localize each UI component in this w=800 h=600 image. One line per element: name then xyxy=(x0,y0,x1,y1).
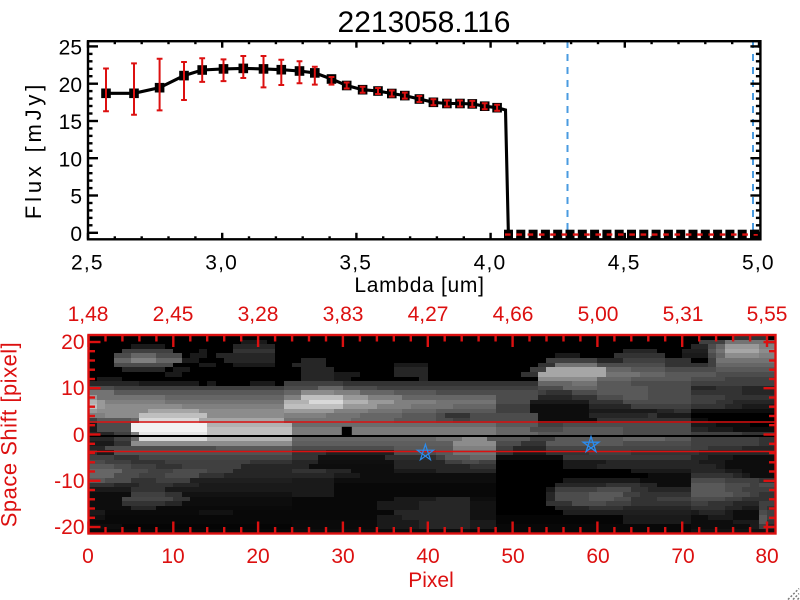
svg-text:-10: -10 xyxy=(54,470,84,493)
svg-text:1,48: 1,48 xyxy=(68,303,109,326)
svg-text:40: 40 xyxy=(416,545,439,568)
svg-text:Lambda [um]: Lambda [um] xyxy=(354,274,484,297)
svg-text:3,0: 3,0 xyxy=(205,252,238,275)
svg-text:0: 0 xyxy=(73,424,85,447)
svg-text:20: 20 xyxy=(61,331,84,354)
svg-text:60: 60 xyxy=(586,545,609,568)
svg-text:80: 80 xyxy=(755,545,778,568)
svg-text:70: 70 xyxy=(671,545,694,568)
svg-text:10: 10 xyxy=(59,149,82,172)
svg-text:10: 10 xyxy=(161,545,184,568)
svg-text:3,28: 3,28 xyxy=(238,303,279,326)
svg-text:4,27: 4,27 xyxy=(408,303,449,326)
svg-text:3,83: 3,83 xyxy=(323,303,364,326)
svg-text:5: 5 xyxy=(70,186,82,209)
svg-text:0: 0 xyxy=(82,545,94,568)
svg-text:4,5: 4,5 xyxy=(608,252,641,275)
svg-text:4,66: 4,66 xyxy=(493,303,534,326)
svg-text:5,00: 5,00 xyxy=(578,303,619,326)
svg-text:2,45: 2,45 xyxy=(153,303,194,326)
svg-text:50: 50 xyxy=(501,545,524,568)
svg-text:2213058.116: 2213058.116 xyxy=(338,6,511,39)
svg-text:Space Shift [pixel]: Space Shift [pixel] xyxy=(0,342,22,528)
svg-text:15: 15 xyxy=(59,111,82,134)
svg-text:4,0: 4,0 xyxy=(474,252,507,275)
svg-text:0: 0 xyxy=(70,223,82,246)
svg-text:-20: -20 xyxy=(54,516,84,539)
svg-text:30: 30 xyxy=(331,545,354,568)
svg-text:3,5: 3,5 xyxy=(339,252,372,275)
svg-text:20: 20 xyxy=(59,74,82,97)
svg-text:Pixel: Pixel xyxy=(408,569,454,592)
svg-text:2,5: 2,5 xyxy=(71,252,104,275)
svg-text:10: 10 xyxy=(61,377,84,400)
svg-text:25: 25 xyxy=(59,36,82,59)
svg-text:5,55: 5,55 xyxy=(747,303,788,326)
svg-text:5,0: 5,0 xyxy=(742,252,775,275)
svg-text:20: 20 xyxy=(246,545,269,568)
svg-text:Flux [mJy]: Flux [mJy] xyxy=(21,81,46,219)
svg-text:5,31: 5,31 xyxy=(663,303,704,326)
